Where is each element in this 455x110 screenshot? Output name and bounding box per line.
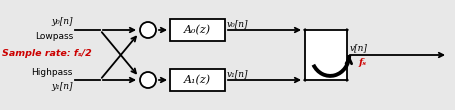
- Text: Sample rate: fₛ/2: Sample rate: fₛ/2: [2, 49, 91, 58]
- Text: y₀[n]: y₀[n]: [51, 17, 73, 26]
- Text: A₀(z): A₀(z): [183, 25, 211, 35]
- Text: Highpass: Highpass: [31, 68, 73, 77]
- Text: A₁(z): A₁(z): [183, 75, 211, 85]
- Text: fₛ: fₛ: [358, 58, 366, 67]
- Circle shape: [140, 72, 156, 88]
- Text: y₁[n]: y₁[n]: [51, 82, 73, 91]
- FancyBboxPatch shape: [304, 30, 346, 80]
- FancyBboxPatch shape: [170, 19, 224, 41]
- Circle shape: [140, 22, 156, 38]
- FancyBboxPatch shape: [170, 69, 224, 91]
- Text: v[n]: v[n]: [349, 43, 367, 52]
- Text: v₁[n]: v₁[n]: [227, 69, 248, 78]
- Text: v₀[n]: v₀[n]: [227, 19, 248, 28]
- Text: Lowpass: Lowpass: [35, 32, 73, 41]
